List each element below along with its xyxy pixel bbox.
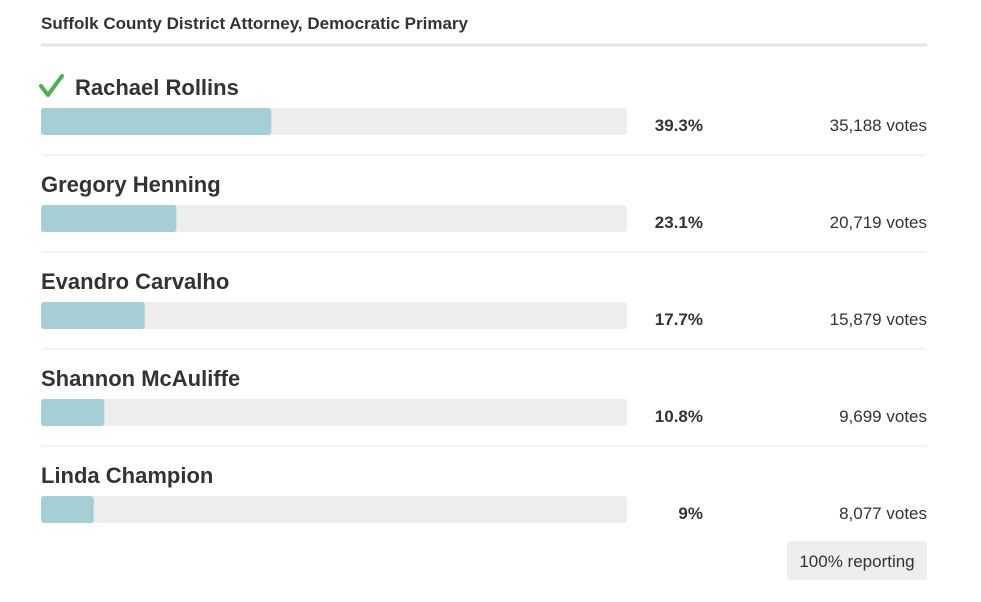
percent-label: 39.3% (655, 116, 703, 135)
candidate-name: Evandro Carvalho (41, 269, 229, 294)
candidate-name: Gregory Henning (41, 172, 221, 197)
bar (41, 108, 272, 135)
votes-label: 20,719 votes (830, 213, 927, 232)
bar-track (41, 302, 627, 329)
bar-track (41, 399, 627, 426)
reporting-label: 100% reporting (799, 552, 914, 571)
bar (41, 496, 94, 523)
bar-track (41, 205, 627, 232)
percent-label: 23.1% (655, 213, 703, 232)
bar-track (41, 496, 627, 523)
reporting-box (787, 541, 927, 580)
chart-title: Suffolk County District Attorney, Democr… (41, 14, 469, 33)
bar (41, 399, 105, 426)
candidate-name: Rachael Rollins (75, 75, 239, 100)
winner-check (39, 74, 64, 97)
votes-label: 15,879 votes (830, 310, 927, 329)
bar (41, 205, 177, 232)
candidate-name: Shannon McAuliffe (41, 366, 240, 391)
percent-label: 9% (678, 504, 703, 523)
votes-label: 9,699 votes (839, 407, 927, 426)
votes-label: 35,188 votes (830, 116, 927, 135)
candidate-name: Linda Champion (41, 463, 213, 488)
votes-label: 8,077 votes (839, 504, 927, 523)
bar (41, 302, 145, 329)
percent-label: 17.7% (655, 310, 703, 329)
percent-label: 10.8% (655, 407, 703, 426)
